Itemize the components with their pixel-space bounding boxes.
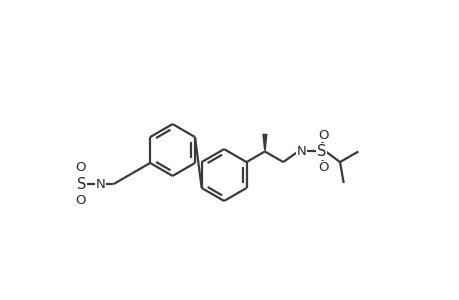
Text: S: S xyxy=(77,177,86,192)
Text: N: N xyxy=(296,145,306,158)
Text: O: O xyxy=(317,129,328,142)
Polygon shape xyxy=(262,134,267,151)
Text: O: O xyxy=(75,161,85,175)
Text: O: O xyxy=(75,194,85,207)
Text: O: O xyxy=(317,161,328,174)
Text: S: S xyxy=(316,144,325,159)
Text: N: N xyxy=(95,178,106,191)
